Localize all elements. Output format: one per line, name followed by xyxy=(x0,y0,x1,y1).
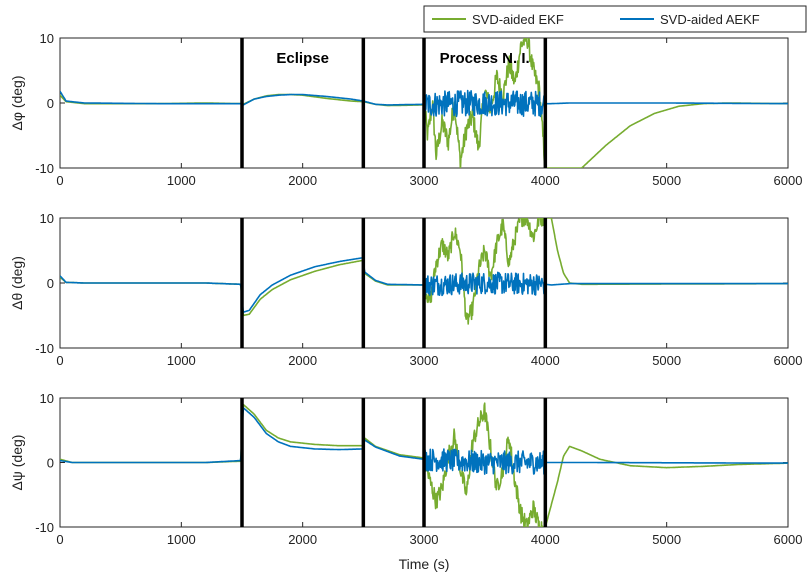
x-tick-label: 6000 xyxy=(774,532,803,547)
x-tick-label: 0 xyxy=(56,353,63,368)
x-tick-label: 3000 xyxy=(410,173,439,188)
y-tick-label: 0 xyxy=(47,456,54,471)
y-tick-label: 10 xyxy=(40,211,54,226)
x-tick-label: 2000 xyxy=(288,353,317,368)
y-tick-label: 10 xyxy=(40,31,54,46)
x-tick-label: 0 xyxy=(56,173,63,188)
y-tick-label: 0 xyxy=(47,96,54,111)
legend-label: SVD-aided AEKF xyxy=(660,12,760,27)
y-axis-label: Δφ (deg) xyxy=(9,75,25,130)
x-tick-label: 4000 xyxy=(531,532,560,547)
legend-box xyxy=(423,5,807,33)
x-tick-label: 5000 xyxy=(652,173,681,188)
y-tick-label: -10 xyxy=(35,161,54,176)
x-tick-label: 3000 xyxy=(410,532,439,547)
legend-label: SVD-aided EKF xyxy=(472,12,564,27)
y-axis-label: Δψ (deg) xyxy=(9,435,25,491)
y-tick-label: 0 xyxy=(47,276,54,291)
y-axis-label: Δθ (deg) xyxy=(9,256,25,310)
legend: SVD-aided EKF SVD-aided AEKF xyxy=(423,5,807,33)
x-axis-label: Time (s) xyxy=(399,556,450,572)
y-tick-label: 10 xyxy=(40,391,54,406)
y-tick-label: -10 xyxy=(35,341,54,356)
x-tick-label: 5000 xyxy=(652,353,681,368)
x-tick-label: 3000 xyxy=(410,353,439,368)
x-tick-label: 1000 xyxy=(167,353,196,368)
x-tick-label: 1000 xyxy=(167,173,196,188)
y-tick-label: -10 xyxy=(35,520,54,535)
phase-annotation: Eclipse xyxy=(276,50,329,67)
x-tick-label: 2000 xyxy=(288,532,317,547)
x-tick-label: 5000 xyxy=(652,532,681,547)
x-tick-label: 6000 xyxy=(774,173,803,188)
phase-annotation: Process N. I. xyxy=(440,50,530,67)
x-tick-label: 4000 xyxy=(531,353,560,368)
x-tick-label: 4000 xyxy=(531,173,560,188)
x-tick-label: 1000 xyxy=(167,532,196,547)
x-tick-label: 0 xyxy=(56,532,63,547)
x-tick-label: 2000 xyxy=(288,173,317,188)
x-tick-label: 6000 xyxy=(774,353,803,368)
